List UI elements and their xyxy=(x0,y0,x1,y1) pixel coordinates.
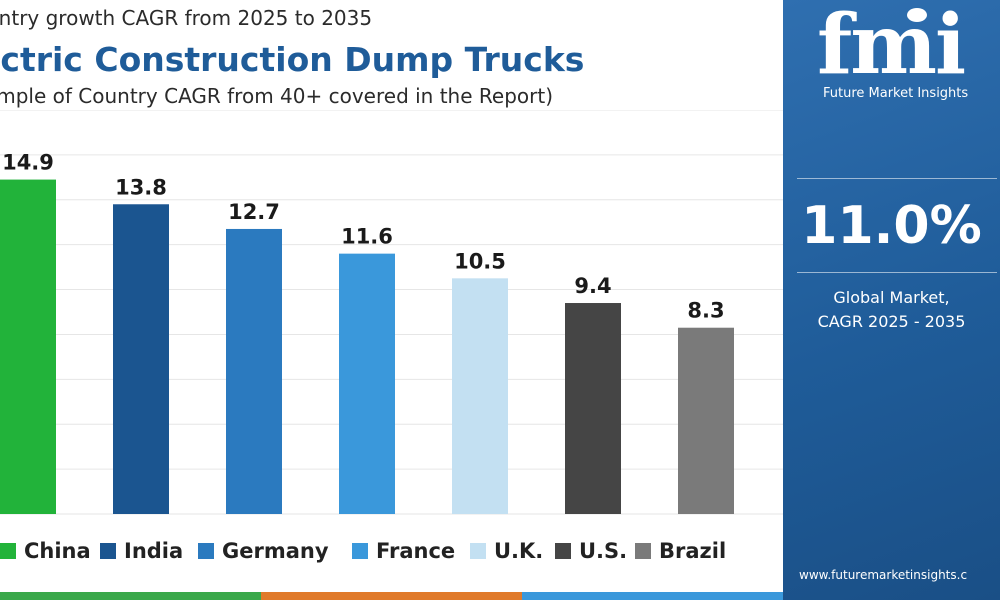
legend-swatch xyxy=(0,543,16,559)
website-url: www.futuremarketinsights.c xyxy=(799,568,968,582)
legend-swatch xyxy=(470,543,486,559)
global-cagr-label-line1: Global Market, xyxy=(833,288,950,307)
bar-germany xyxy=(226,228,282,514)
fmi-logo: fmi xyxy=(817,0,966,93)
chart-header: untry growth CAGR from 2025 to 2035 ectr… xyxy=(0,0,783,110)
legend-label: India xyxy=(124,539,184,563)
legend-item: Germany xyxy=(198,538,329,564)
legend-label: China xyxy=(24,539,91,563)
legend-label: Brazil xyxy=(659,539,727,563)
chart-subtitle: ample of Country CAGR from 40+ covered i… xyxy=(0,84,553,108)
bar-china xyxy=(0,179,56,515)
legend-swatch xyxy=(100,543,116,559)
data-label: 9.4 xyxy=(574,274,611,298)
data-label: 10.5 xyxy=(454,249,506,273)
chart-legend: China India Germany France U.K. U.S. Brazil xyxy=(0,534,783,568)
legend-label: U.K. xyxy=(494,539,544,563)
data-label: 8.3 xyxy=(687,299,724,323)
legend-item: China xyxy=(0,538,91,564)
divider-bottom xyxy=(797,272,997,273)
global-cagr-label-line2: CAGR 2025 - 2035 xyxy=(817,312,966,331)
bar-brazil xyxy=(678,327,734,514)
chart-panel: untry growth CAGR from 2025 to 2035 ectr… xyxy=(0,0,783,600)
legend-swatch xyxy=(555,543,571,559)
legend-item: U.K. xyxy=(470,538,543,564)
legend-label: U.S. xyxy=(579,539,628,563)
bar-india xyxy=(113,204,169,514)
legend-label: Germany xyxy=(222,539,329,563)
bottom-color-strip xyxy=(0,592,783,600)
chart-kicker: untry growth CAGR from 2025 to 2035 xyxy=(0,6,373,30)
bar-u-s xyxy=(565,303,621,514)
global-cagr-value: 11.0% xyxy=(801,196,982,256)
legend-item: France xyxy=(352,538,455,564)
legend-swatch xyxy=(198,543,214,559)
bar-u-k xyxy=(452,278,508,514)
bar-france xyxy=(339,253,395,514)
data-label: 13.8 xyxy=(115,175,167,199)
legend-item: Brazil xyxy=(635,538,726,564)
legend-item: U.S. xyxy=(555,538,627,564)
legend-swatch xyxy=(635,543,651,559)
logo-tagline: Future Market Insights xyxy=(823,86,969,101)
globe-icon xyxy=(907,8,927,22)
summary-panel: fmi Future Market Insights 11.0% Global … xyxy=(783,0,1000,600)
data-label: 12.7 xyxy=(228,200,280,224)
global-cagr-label: Global Market, CAGR 2025 - 2035 xyxy=(783,286,1000,334)
legend-swatch xyxy=(352,543,368,559)
legend-item: India xyxy=(100,538,183,564)
legend-label: France xyxy=(376,539,456,563)
divider-top xyxy=(797,178,997,179)
chart-title: ectric Construction Dump Trucks xyxy=(0,40,585,79)
data-label: 14.9 xyxy=(2,151,54,175)
bar-chart: 14.9 13.8 12.7 11.6 10.5 9.4 8.3 xyxy=(0,110,783,515)
data-label: 11.6 xyxy=(341,225,393,249)
